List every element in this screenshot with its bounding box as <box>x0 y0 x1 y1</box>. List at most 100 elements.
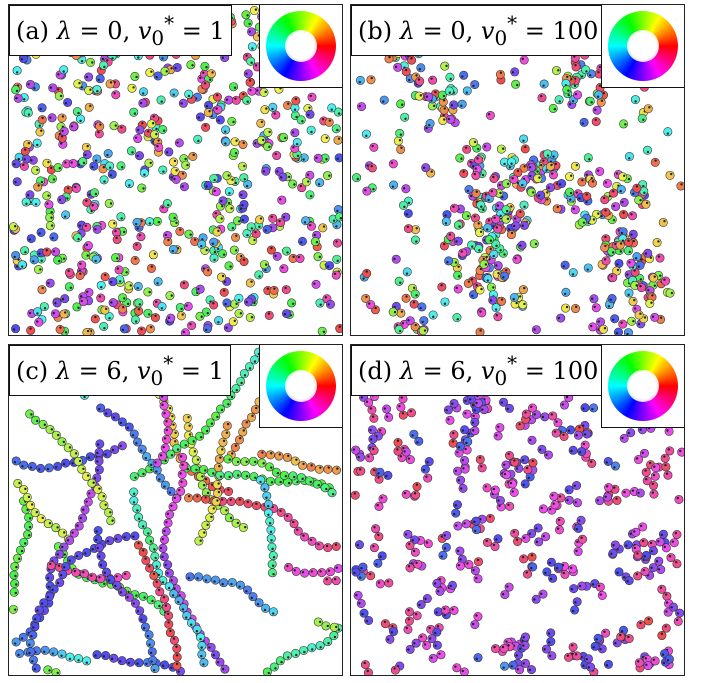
particle <box>206 69 216 79</box>
particle <box>269 662 279 672</box>
particle <box>424 92 434 102</box>
particle <box>245 312 255 322</box>
particle <box>172 443 182 453</box>
particle <box>264 499 274 509</box>
particle <box>591 303 601 313</box>
particle <box>284 562 294 572</box>
particle <box>536 190 546 200</box>
particle <box>129 107 139 117</box>
particle <box>546 637 556 647</box>
particle <box>501 205 511 215</box>
particle <box>589 403 599 413</box>
particle <box>550 500 560 510</box>
particle <box>364 615 374 625</box>
particle <box>12 66 22 76</box>
particle <box>310 237 320 247</box>
panel-a: (a) λ = 0, v0* = 1 <box>8 4 343 336</box>
particle <box>367 405 377 415</box>
particle <box>186 618 196 628</box>
particle <box>82 327 92 335</box>
particle <box>403 208 413 218</box>
particle <box>53 461 63 471</box>
particle <box>98 559 108 569</box>
particle <box>36 514 46 524</box>
particle <box>213 488 223 498</box>
particle <box>505 501 515 511</box>
particle <box>401 184 411 194</box>
particle <box>493 224 503 234</box>
particle <box>317 568 327 578</box>
particle <box>215 657 225 667</box>
particle <box>509 293 519 303</box>
particle <box>202 324 212 334</box>
particle <box>222 298 232 308</box>
particle <box>164 568 174 578</box>
particle <box>661 623 671 633</box>
particle <box>205 418 215 428</box>
particle <box>603 456 613 466</box>
particle <box>553 562 563 572</box>
particle <box>49 232 59 242</box>
particle <box>462 86 472 96</box>
particle <box>619 119 629 129</box>
particle <box>96 280 106 290</box>
particle <box>641 199 651 209</box>
particle <box>215 201 225 211</box>
particle <box>133 281 143 291</box>
particle <box>179 280 189 290</box>
particle <box>168 212 178 222</box>
particle <box>519 200 529 210</box>
particle <box>595 166 605 176</box>
particle <box>184 89 194 99</box>
particle <box>53 163 63 173</box>
particle <box>616 632 626 642</box>
particle <box>573 523 583 533</box>
particle <box>405 644 415 654</box>
particle <box>34 264 44 274</box>
particle <box>15 545 25 555</box>
particle <box>640 567 650 577</box>
particle <box>419 316 429 326</box>
particle <box>61 561 71 571</box>
particle <box>108 298 118 308</box>
particle <box>538 504 548 514</box>
particle <box>134 512 144 522</box>
particle <box>493 312 503 322</box>
particle <box>25 79 35 89</box>
particle <box>195 431 205 441</box>
particle <box>403 624 413 634</box>
particle <box>224 95 234 105</box>
particle <box>96 574 106 584</box>
particle <box>518 285 528 295</box>
particle <box>103 149 113 159</box>
particle <box>562 85 572 95</box>
particle <box>196 632 206 642</box>
particle <box>323 543 333 553</box>
particle <box>440 297 450 307</box>
particle <box>570 605 580 615</box>
particle <box>166 486 176 496</box>
particle <box>463 278 473 288</box>
particle <box>219 287 229 297</box>
particle <box>11 85 21 95</box>
particle <box>439 241 449 251</box>
particle <box>583 263 593 273</box>
particle <box>224 187 234 197</box>
particle <box>624 576 634 586</box>
particle <box>62 159 72 169</box>
particle <box>149 571 159 581</box>
particle <box>44 463 54 473</box>
particle <box>421 163 431 173</box>
particle <box>150 551 160 561</box>
particle <box>656 565 666 575</box>
particle <box>105 536 115 546</box>
particle <box>76 114 86 124</box>
particle <box>222 421 232 431</box>
particle <box>146 119 156 129</box>
particle <box>271 467 281 477</box>
particle <box>518 178 528 188</box>
particle <box>573 90 583 100</box>
panel-label-d: (d) λ = 6, v0* = 100 <box>351 345 606 396</box>
particle <box>184 229 194 239</box>
panel-label-a: (a) λ = 0, v0* = 1 <box>9 5 232 56</box>
